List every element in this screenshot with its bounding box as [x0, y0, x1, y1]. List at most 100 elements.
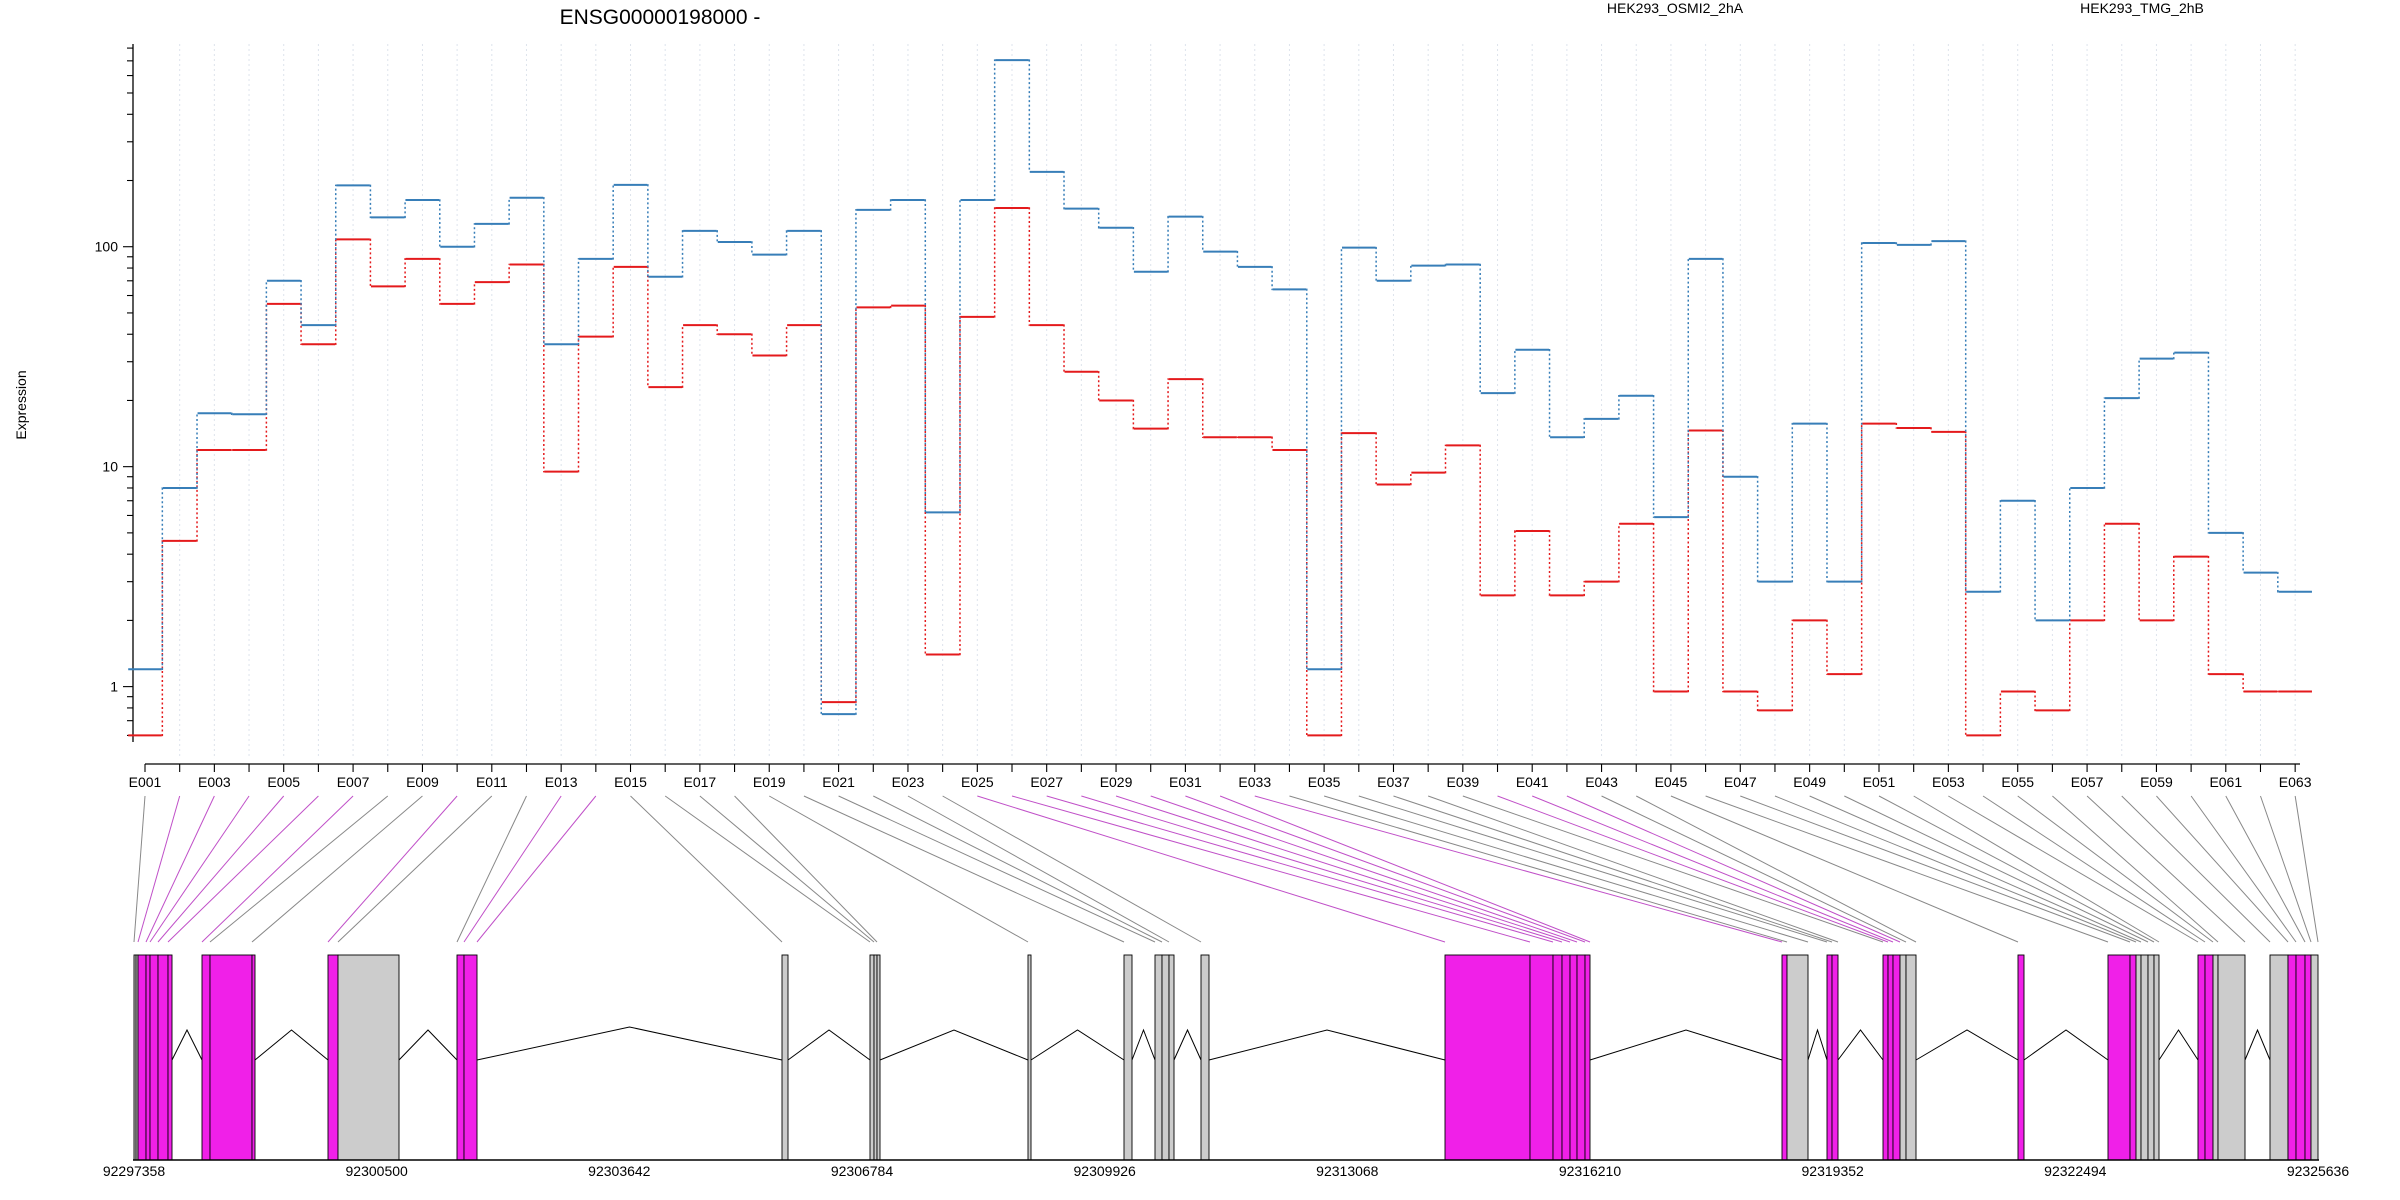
- step-connector: [1791, 422, 1794, 583]
- step-connector: [577, 258, 580, 346]
- exon-block-highlighted: [251, 954, 256, 1161]
- step-connector: [1028, 207, 1031, 326]
- step-connector: [1514, 349, 1516, 394]
- step-connector: [1167, 378, 1169, 430]
- x-tick-label: E005: [267, 774, 300, 790]
- step-connector: [300, 280, 302, 326]
- exon-connector: [1982, 795, 2206, 943]
- step-connector: [334, 238, 337, 346]
- step-connector: [439, 199, 441, 248]
- step-connector: [1271, 436, 1273, 451]
- exon-block-highlighted: [1569, 954, 1578, 1161]
- step-connector: [161, 487, 164, 670]
- vertical-grid: [179, 44, 2296, 758]
- exon-connector: [1185, 795, 1586, 943]
- intron-line: [398, 1029, 458, 1061]
- exon-connector: [149, 795, 250, 943]
- x-tick-label: E061: [2209, 774, 2242, 790]
- step-connector: [196, 449, 198, 542]
- x-tick-label: E063: [2279, 774, 2312, 790]
- exon-block-highlighted: [1444, 954, 1531, 1161]
- exon-block: [2217, 954, 2246, 1161]
- exon-block: [869, 954, 875, 1161]
- step-connector: [1687, 429, 1690, 693]
- genomic-coordinate-label: 92325636: [2287, 1163, 2350, 1179]
- step-connector: [1999, 690, 2002, 737]
- step-connector: [1860, 242, 1863, 583]
- step-connector: [820, 230, 823, 715]
- step-connector: [889, 304, 892, 309]
- step-connector: [161, 540, 164, 737]
- exon-connector: [630, 795, 783, 943]
- step-connector: [1618, 395, 1620, 420]
- step-connector: [993, 207, 996, 318]
- step-connector: [889, 199, 892, 211]
- step-connector: [508, 263, 510, 283]
- x-tick-label: E007: [337, 774, 370, 790]
- step-connector: [785, 324, 788, 357]
- y-tick-label: 1: [110, 679, 118, 695]
- exon-connector: [2017, 795, 2214, 943]
- exon-block: [1168, 954, 1175, 1161]
- exon-block-highlighted: [1826, 954, 1833, 1161]
- step-connector: [439, 258, 441, 305]
- x-tick-label: E029: [1100, 774, 1133, 790]
- genomic-coordinate-label: 92309926: [1074, 1163, 1137, 1179]
- exon-connector: [942, 795, 1202, 943]
- step-connector: [1479, 263, 1481, 394]
- step-connector: [1895, 242, 1898, 246]
- exon-block: [337, 954, 400, 1161]
- series-lines: [128, 59, 2312, 737]
- step-connector: [1999, 499, 2002, 593]
- step-connector: [2173, 351, 2175, 360]
- step-connector: [1375, 432, 1377, 486]
- step-connector: [1652, 395, 1655, 518]
- step-connector: [612, 184, 614, 260]
- x-tick-label: E045: [1655, 774, 1688, 790]
- step-connector: [473, 223, 476, 248]
- step-connector: [1306, 288, 1308, 670]
- exon-block: [2310, 954, 2319, 1161]
- exon-block: [1161, 954, 1170, 1161]
- chart-title: ENSG00000198000 -: [560, 6, 761, 29]
- exon-block-highlighted: [463, 954, 478, 1161]
- exon-connector: [463, 795, 562, 943]
- step-connector: [2103, 523, 2106, 622]
- exon-block: [781, 954, 789, 1161]
- exon-connector: [1601, 795, 1907, 943]
- exon-block-highlighted: [1552, 954, 1563, 1161]
- exon-connector: [803, 795, 1125, 943]
- step-connector: [508, 196, 510, 225]
- step-connector: [1306, 449, 1308, 737]
- exon-connector: [2190, 795, 2297, 943]
- genomic-coordinate-labels: 92297358 92300500 92303642 92306784 92309926…: [103, 1163, 2350, 1179]
- step-connector: [1826, 422, 1828, 583]
- exon-block: [1786, 954, 1809, 1161]
- exon-connector: [337, 795, 493, 943]
- step-connector: [1132, 226, 1135, 273]
- exon-block-highlighted: [327, 954, 339, 1161]
- exon-block-highlighted: [137, 954, 147, 1161]
- step-connector: [1791, 619, 1794, 712]
- exon-connector: [167, 795, 319, 943]
- x-tick-label: E033: [1238, 774, 1271, 790]
- x-tick-label: E001: [129, 774, 162, 790]
- x-tick-label: E057: [2071, 774, 2104, 790]
- exon-connector: [977, 795, 1446, 943]
- genomic-coordinate-label: 92316210: [1559, 1163, 1622, 1179]
- x-tick-label: E021: [822, 774, 855, 790]
- exon-connector: [1219, 795, 1591, 943]
- exon-connector: [327, 795, 458, 943]
- intron-line: [1915, 1029, 2019, 1061]
- legend-label-tmg: HEK293_TMG_2hB: [2080, 0, 2204, 16]
- y-tick-label: 10: [102, 459, 118, 475]
- x-tick-label: E035: [1308, 774, 1341, 790]
- genomic-coordinate-label: 92297358: [103, 1163, 166, 1179]
- intron-line: [1837, 1029, 1884, 1061]
- step-connector: [1930, 240, 1932, 246]
- exon-connector: [1462, 795, 1884, 943]
- step-connector: [1167, 215, 1169, 273]
- step-connector: [334, 184, 337, 326]
- step-connector: [959, 316, 961, 656]
- exon-connector: [201, 795, 354, 943]
